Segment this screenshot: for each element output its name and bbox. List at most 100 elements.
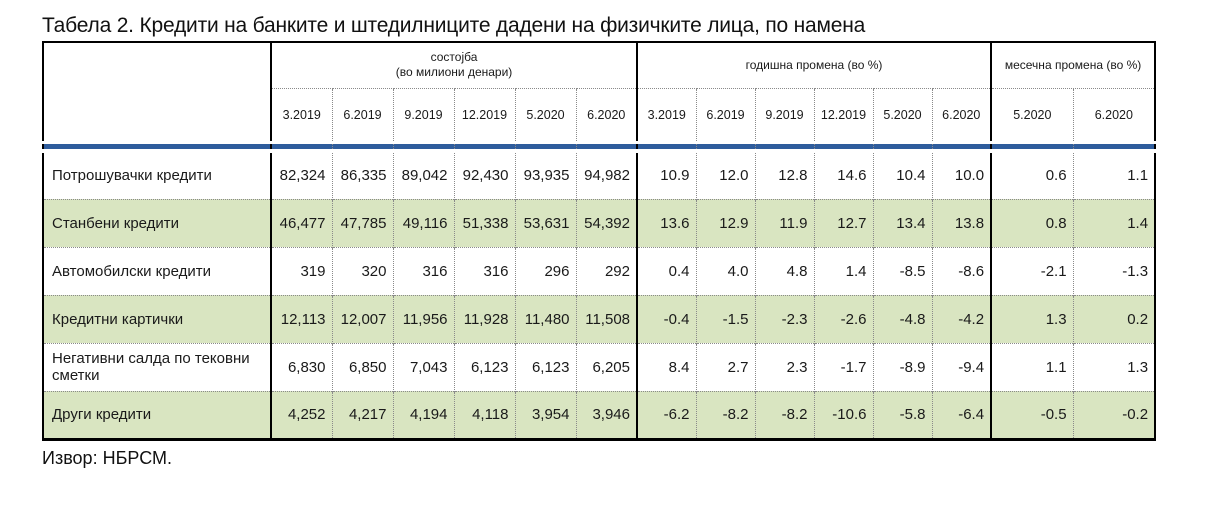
- separator-band-cell: [636, 140, 696, 153]
- table-cell: 6,850: [331, 342, 393, 391]
- table-cell: -4.8: [872, 294, 932, 343]
- date-header: 3.2019: [270, 88, 332, 142]
- page: Табела 2. Кредити на банките и штедилниц…: [42, 14, 1157, 468]
- table-cell: -1.5: [695, 294, 755, 343]
- table-cell: 53,631: [514, 198, 576, 247]
- date-header: 5.2020: [514, 88, 576, 142]
- table-cell: 4,194: [392, 390, 454, 439]
- table-cell: 3,946: [575, 390, 637, 439]
- table-cell: 54,392: [575, 198, 637, 247]
- table-cell: 1.3: [1072, 342, 1156, 391]
- row-label: Други кредити: [43, 390, 272, 439]
- table-cell: 4,217: [331, 390, 393, 439]
- table-cell: 6,830: [270, 342, 332, 391]
- row-label: Потрошувачки кредити: [43, 150, 272, 199]
- separator-band: [43, 140, 1156, 153]
- table-cell: 319: [270, 246, 332, 295]
- table-cell: 89,042: [392, 150, 454, 199]
- table-cell: -10.6: [813, 390, 873, 439]
- table-row: Станбени кредити 46,477 47,785 49,116 51,338…: [43, 198, 1156, 247]
- table-cell: 92,430: [453, 150, 515, 199]
- table-cell: 2.7: [695, 342, 755, 391]
- table-cell: 46,477: [270, 198, 332, 247]
- table-cell: 12.7: [813, 198, 873, 247]
- table-cell: -2.3: [754, 294, 814, 343]
- table-cell: -4.2: [931, 294, 992, 343]
- source-note: Извор: НБРСМ.: [42, 447, 172, 468]
- table-cell: -0.5: [990, 390, 1074, 439]
- separator-band-cell: [1072, 140, 1156, 153]
- row-label: Автомобилски кредити: [43, 246, 272, 295]
- table-cell: 4,252: [270, 390, 332, 439]
- table-cell: 12.9: [695, 198, 755, 247]
- table-cell: 10.4: [872, 150, 932, 199]
- date-header: 9.2019: [754, 88, 814, 142]
- table-cell: -6.2: [636, 390, 696, 439]
- table-cell: -0.4: [636, 294, 696, 343]
- table-row: Негативни салда по тековни сметки 6,830 6,…: [43, 342, 1156, 391]
- table-cell: 316: [453, 246, 515, 295]
- separator-band-cell: [872, 140, 932, 153]
- table-cell: 11.9: [754, 198, 814, 247]
- table-cell: 316: [392, 246, 454, 295]
- separator-band-cell: [270, 140, 332, 153]
- table-cell: -2.1: [990, 246, 1074, 295]
- table-cell: -0.2: [1072, 390, 1156, 439]
- table-cell: 3,954: [514, 390, 576, 439]
- date-header: 5.2020: [872, 88, 932, 142]
- table-cell: 49,116: [392, 198, 454, 247]
- table-cell: 13.8: [931, 198, 992, 247]
- table-cell: 47,785: [331, 198, 393, 247]
- table-cell: -8.9: [872, 342, 932, 391]
- date-header: 6.2020: [1072, 88, 1156, 142]
- group-header-mesecna: месечна промена (во %): [991, 42, 1156, 89]
- table-cell: 1.4: [813, 246, 873, 295]
- date-header: 6.2019: [695, 88, 755, 142]
- group-label: годишна промена (во %): [745, 57, 883, 72]
- group-header-godisna: годишна промена (во %): [637, 42, 993, 89]
- table-cell: 1.3: [990, 294, 1074, 343]
- separator-band-cell: [43, 140, 272, 153]
- table-cell: 14.6: [813, 150, 873, 199]
- separator-band-cell: [695, 140, 755, 153]
- table-row: Потрошувачки кредити 82,324 86,335 89,042 92…: [43, 150, 1156, 199]
- table-cell: 7,043: [392, 342, 454, 391]
- group-label: месечна промена (во %): [1004, 57, 1142, 72]
- row-label: Кредитни картички: [43, 294, 272, 343]
- table-cell: 0.6: [990, 150, 1074, 199]
- row-label: Станбени кредити: [43, 198, 272, 247]
- table-cell: 10.9: [636, 150, 696, 199]
- table-cell: 292: [575, 246, 637, 295]
- credits-table: состојба (во милиони денари) годишна про…: [42, 41, 1157, 441]
- table-row: Други кредити 4,252 4,217 4,194 4,118 3,954 3,…: [43, 390, 1156, 439]
- corner-cell: [43, 42, 272, 142]
- table-cell: 13.6: [636, 198, 696, 247]
- group-sublabel: (во милиони денари): [395, 65, 513, 80]
- date-header: 9.2019: [392, 88, 454, 142]
- table-cell: 11,480: [514, 294, 576, 343]
- separator-band-cell: [514, 140, 576, 153]
- table-cell: 6,123: [514, 342, 576, 391]
- separator-band-cell: [453, 140, 515, 153]
- table-cell: 4.8: [754, 246, 814, 295]
- table-cell: -1.3: [1072, 246, 1156, 295]
- table-cell: -6.4: [931, 390, 992, 439]
- table-cell: 86,335: [331, 150, 393, 199]
- table-cell: 12.0: [695, 150, 755, 199]
- table-cell: 1.1: [1072, 150, 1156, 199]
- date-header: 12.2019: [813, 88, 873, 142]
- table-cell: -8.5: [872, 246, 932, 295]
- table-cell: 320: [331, 246, 393, 295]
- table-cell: 0.4: [636, 246, 696, 295]
- table-cell: -1.7: [813, 342, 873, 391]
- table-cell: 12,007: [331, 294, 393, 343]
- table-cell: 82,324: [270, 150, 332, 199]
- table-cell: 8.4: [636, 342, 696, 391]
- date-header: 5.2020: [990, 88, 1074, 142]
- separator-band-cell: [931, 140, 992, 153]
- group-label: состојба: [430, 50, 478, 65]
- separator-band-cell: [990, 140, 1074, 153]
- table-cell: -9.4: [931, 342, 992, 391]
- separator-band-cell: [392, 140, 454, 153]
- table-cell: -5.8: [872, 390, 932, 439]
